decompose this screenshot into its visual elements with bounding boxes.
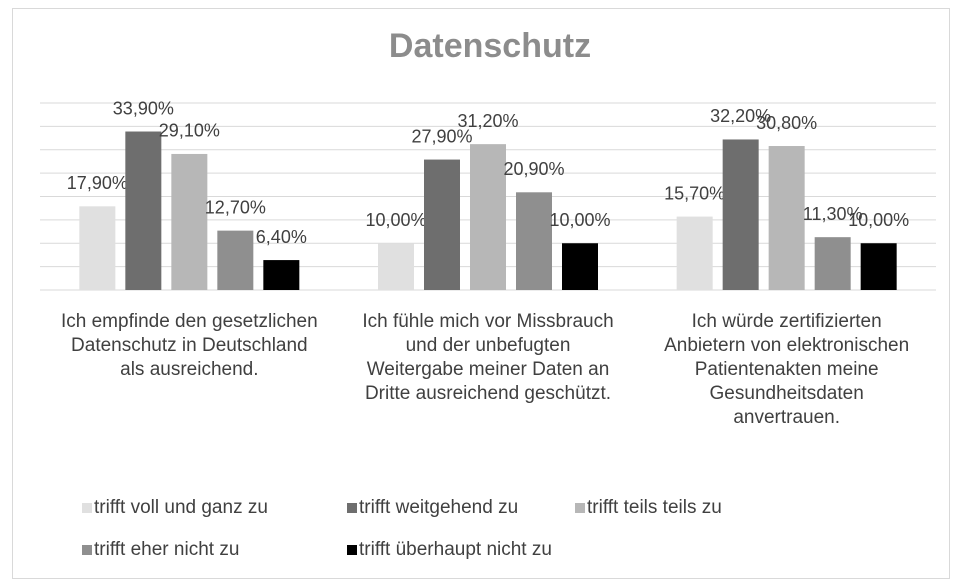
x-tick-label: Ich würde zertifizierten Anbietern von e… xyxy=(664,311,910,428)
legend-label: trifft teils teils zu xyxy=(587,497,722,518)
bar xyxy=(217,230,254,290)
data-label: 10,00% xyxy=(848,210,909,230)
x-tick-label: Ich empfinde den gesetzlichen Datenschut… xyxy=(60,311,318,380)
bar xyxy=(516,192,552,290)
legend-label: trifft weitgehend zu xyxy=(359,497,518,518)
data-label: 32,20% xyxy=(710,106,771,126)
bar xyxy=(171,153,208,290)
data-label: 10,00% xyxy=(549,210,610,230)
legend-marker xyxy=(82,503,92,513)
chart-frame xyxy=(12,8,950,579)
bar xyxy=(768,146,805,290)
data-label: 31,20% xyxy=(457,111,518,131)
data-label: 6,40% xyxy=(256,227,307,247)
data-label: 27,90% xyxy=(411,126,472,146)
data-label: 10,00% xyxy=(365,210,426,230)
legend-marker xyxy=(82,545,92,555)
x-tick-label: Ich fühle mich vor Missbrauch und der un… xyxy=(362,311,614,404)
bar xyxy=(470,144,506,290)
bar xyxy=(722,139,759,290)
bar xyxy=(263,260,300,290)
data-label: 17,90% xyxy=(67,173,128,193)
bar xyxy=(125,131,162,290)
data-label: 20,90% xyxy=(503,159,564,179)
bar xyxy=(378,243,414,290)
chart-title: Datenschutz xyxy=(389,27,591,65)
data-label: 12,70% xyxy=(205,197,266,217)
legend-marker xyxy=(347,503,357,513)
bar xyxy=(860,243,897,290)
data-label: 15,70% xyxy=(664,183,725,203)
legend-marker xyxy=(575,503,585,513)
bar xyxy=(676,216,713,290)
bar xyxy=(562,243,598,290)
bar xyxy=(424,159,460,290)
legend-label: trifft eher nicht zu xyxy=(94,539,239,560)
legend-label: trifft voll und ganz zu xyxy=(94,497,268,518)
bar xyxy=(814,237,851,290)
data-label: 29,10% xyxy=(159,121,220,141)
legend-marker xyxy=(347,545,357,555)
data-label: 11,30% xyxy=(803,204,863,224)
bar xyxy=(79,206,116,290)
data-label: 33,90% xyxy=(113,98,174,118)
data-label: 30,80% xyxy=(756,113,817,133)
legend-label: trifft überhaupt nicht zu xyxy=(359,539,552,560)
